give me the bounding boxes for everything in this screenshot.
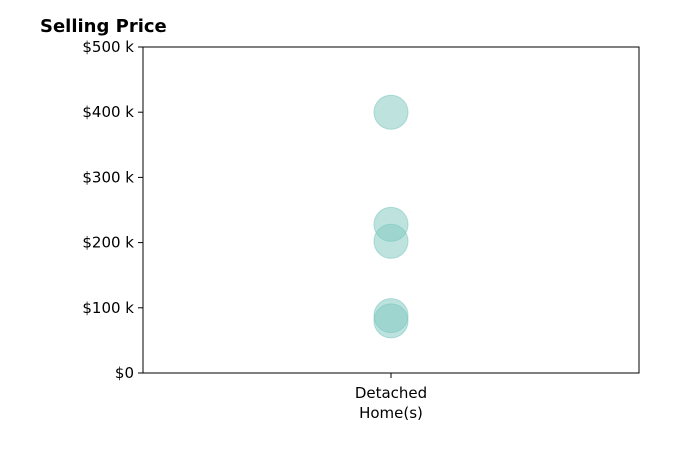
x-axis: Detached Home(s)	[355, 373, 427, 422]
y-tick-label: $100 k	[82, 299, 134, 317]
y-tick-label: $0	[115, 364, 134, 382]
plot-frame	[142, 46, 640, 374]
y-tick-label: $500 k	[82, 38, 134, 56]
data-point	[373, 94, 409, 130]
data-points	[373, 94, 409, 339]
y-axis: $0 $100 k $200 k $300 k $400 k $500 k	[82, 38, 143, 382]
data-point	[373, 223, 409, 259]
y-tick-label: $400 k	[82, 103, 134, 121]
y-tick-label: $200 k	[82, 234, 134, 252]
y-tick-label: $300 k	[82, 168, 134, 186]
chart-title: Selling Price	[40, 16, 167, 37]
data-point	[373, 303, 409, 339]
x-tick-label: Detached Home(s)	[355, 384, 427, 422]
